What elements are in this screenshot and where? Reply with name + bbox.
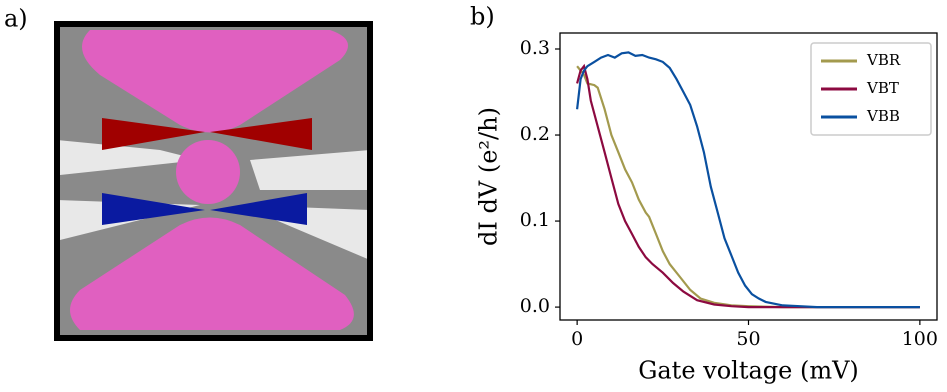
x-tick-label: 0	[571, 328, 583, 350]
blue-gate	[102, 193, 307, 225]
panel-label: b)	[470, 3, 495, 31]
y-tick-label: 0.1	[520, 209, 550, 231]
y-tick-label: 0.2	[520, 123, 550, 145]
legend-label: VBB	[866, 107, 900, 125]
legend-label: VBT	[866, 79, 899, 97]
sem-image	[54, 21, 373, 341]
pink-island	[176, 140, 240, 204]
electrode	[57, 140, 370, 260]
pink-lead	[70, 217, 354, 330]
x-tick-label: 50	[736, 328, 760, 350]
pink-lead	[82, 30, 348, 133]
red-gate	[102, 118, 312, 150]
panel-label: a)	[4, 5, 28, 33]
y-tick-label: 0.0	[520, 295, 550, 317]
legend-label: VBR	[866, 51, 901, 69]
data-line	[576, 51, 920, 309]
x-tick-label: 100	[902, 328, 938, 350]
x-axis-label: Gate voltage (mV)	[638, 357, 859, 385]
data-line	[576, 63, 920, 309]
y-axis-label: dI dV (e²/h)	[475, 107, 503, 246]
image-border	[54, 21, 373, 341]
axes-frame	[559, 32, 938, 321]
y-tick-label: 0.3	[520, 37, 550, 59]
legend-box	[810, 42, 932, 136]
